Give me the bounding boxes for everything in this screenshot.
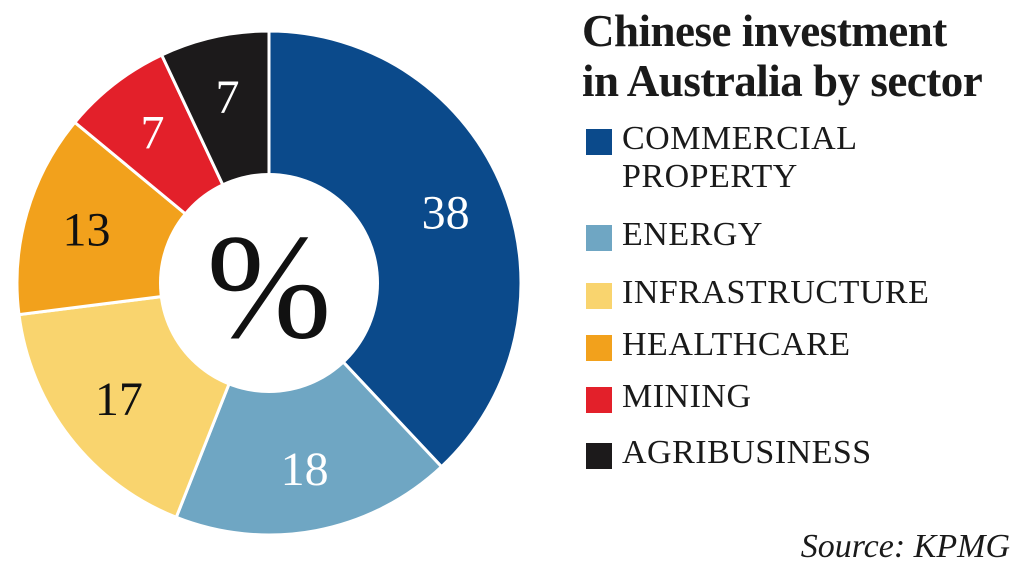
legend-swatch	[586, 335, 612, 361]
legend-label: COMMERCIAL PROPERTY	[622, 120, 858, 195]
slice-label-commercial-property: 38	[422, 187, 470, 240]
legend-swatch	[586, 387, 612, 413]
percent-symbol: %	[207, 204, 332, 370]
legend-swatch	[586, 225, 612, 251]
slice-energy	[174, 280, 444, 537]
legend-label: AGRIBUSINESS	[622, 434, 872, 471]
slice-commercial-property	[267, 29, 523, 469]
slice-label-energy: 18	[281, 443, 329, 496]
slice-label-healthcare: 13	[63, 203, 111, 256]
chart-title-line-1: Chinese investment	[582, 6, 947, 56]
donut-chart: 38 18 17 13 77%	[15, 29, 523, 537]
source-note: Source: KPMG	[800, 528, 1010, 565]
chart-title-line-2: in Australia by sector	[582, 56, 983, 106]
legend-label: MINING	[622, 378, 752, 415]
slice-label-mining: 7	[141, 106, 165, 159]
legend-label: HEALTHCARE	[622, 326, 851, 363]
donut-hole	[159, 173, 379, 393]
slice-label-agribusiness: 7	[216, 71, 240, 124]
chart-title: Chinese investment in Australia by secto…	[582, 6, 983, 106]
legend-swatch	[586, 443, 612, 469]
legend-label: ENERGY	[622, 216, 763, 253]
legend-swatch	[586, 283, 612, 309]
legend-swatch	[586, 129, 612, 155]
slice-label-infrastructure: 17	[95, 373, 143, 426]
legend-label: INFRASTRUCTURE	[622, 274, 930, 311]
